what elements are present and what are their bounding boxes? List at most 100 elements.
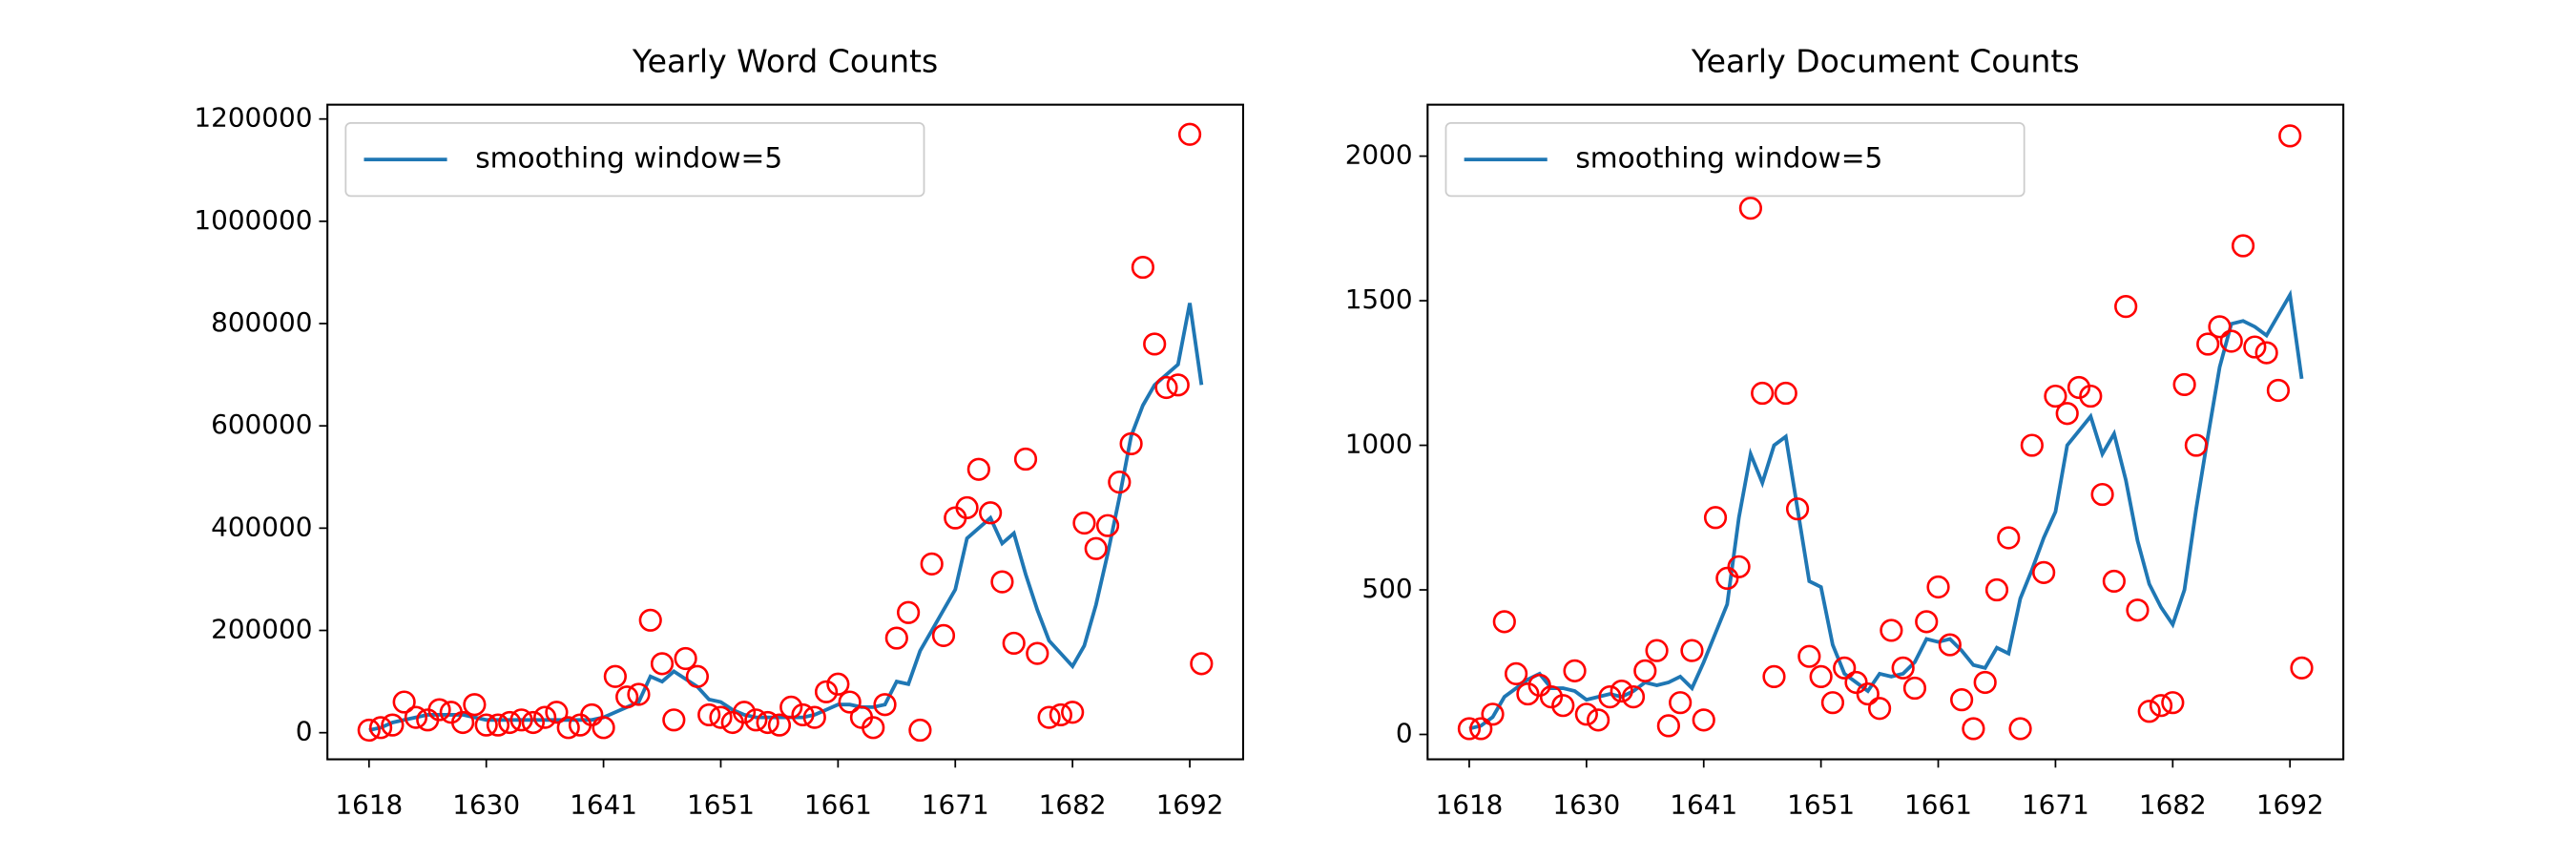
y-tick-label: 600000 [211, 409, 312, 440]
data-point [908, 718, 932, 743]
axes-frame [326, 103, 1245, 761]
data-point [2067, 375, 2091, 400]
data-point [2044, 384, 2067, 409]
data-point [896, 600, 921, 624]
data-point [1481, 702, 1505, 726]
data-point [931, 623, 956, 647]
data-point [920, 552, 944, 576]
x-tick-label: 1651 [1787, 788, 1855, 820]
data-point [1669, 691, 1693, 715]
y-tick-label: 200000 [211, 614, 312, 645]
x-tick-label: 1682 [1039, 788, 1107, 820]
data-point [1797, 644, 1821, 668]
data-point [814, 680, 839, 703]
data-point [1833, 656, 1857, 680]
x-tick-label: 1671 [922, 788, 989, 820]
x-tick-label: 1630 [1552, 788, 1620, 820]
data-point [1061, 701, 1085, 724]
data-point [2055, 402, 2079, 426]
data-point [650, 652, 675, 676]
data-point [1997, 526, 2021, 550]
data-point [955, 495, 979, 520]
data-point [1551, 694, 1575, 718]
data-point [592, 716, 615, 740]
data-point [756, 710, 779, 735]
data-point [1902, 676, 1927, 701]
x-tick-label: 1682 [2139, 788, 2207, 820]
data-point [2290, 656, 2314, 680]
y-tick-label: 1200000 [194, 102, 312, 134]
data-point [1727, 555, 1751, 578]
data-point [2126, 598, 2150, 622]
data-point [1095, 513, 1120, 537]
data-point [463, 693, 487, 717]
data-point [838, 690, 862, 714]
data-point [1037, 705, 1061, 729]
data-point [404, 705, 428, 729]
data-point [802, 705, 826, 729]
data-point [1190, 652, 1214, 676]
x-tick-label: 1641 [1670, 788, 1737, 820]
data-point [709, 705, 733, 729]
data-point [1084, 536, 1108, 560]
data-point [966, 457, 990, 481]
x-tick-label: 1618 [335, 788, 403, 820]
data-point [1820, 691, 1845, 715]
data-point [674, 646, 697, 671]
data-point [1762, 664, 1786, 689]
data-point [1751, 381, 1775, 406]
data-point [1962, 717, 1985, 741]
y-tick-label: 400000 [211, 511, 312, 542]
data-point [2278, 124, 2302, 148]
data-point [1072, 511, 1096, 535]
data-point [767, 713, 792, 737]
data-point [2137, 700, 2161, 723]
data-point [884, 626, 908, 650]
data-point [357, 718, 381, 743]
data-point [2172, 372, 2196, 397]
data-point [1785, 497, 1810, 521]
data-point [1539, 685, 1564, 709]
data-point [1680, 639, 1704, 662]
data-point [2090, 482, 2114, 507]
data-point [1774, 381, 1797, 406]
data-point [1633, 659, 1657, 682]
data-point [1856, 681, 1880, 706]
y-tick-label: 2000 [1345, 139, 1413, 171]
data-point [2079, 384, 2103, 409]
data-point [2008, 717, 2032, 741]
data-point [2243, 335, 2267, 359]
data-point [1950, 688, 1974, 712]
data-point [779, 695, 803, 719]
data-point [990, 570, 1014, 594]
data-point [1026, 641, 1049, 665]
legend-box [344, 121, 925, 198]
data-point [2149, 694, 2173, 718]
data-point [1645, 639, 1669, 662]
data-point [2184, 433, 2209, 457]
data-point [2254, 341, 2278, 365]
y-tick-label: 500 [1361, 573, 1412, 604]
data-point [2102, 569, 2126, 594]
data-point [697, 702, 721, 727]
data-point [1938, 633, 1962, 657]
data-point [1621, 685, 1646, 709]
y-tick-label: 800000 [211, 306, 312, 338]
data-point [1143, 332, 1167, 356]
legend-label: smoothing window=5 [1575, 142, 1882, 175]
data-point [2161, 691, 2185, 715]
data-point [1049, 702, 1072, 727]
y-tick-label: 0 [296, 716, 313, 747]
data-point [1891, 656, 1915, 680]
y-tick-label: 1000000 [194, 204, 312, 236]
data-point [1610, 679, 1633, 703]
data-point [638, 608, 662, 632]
data-point [1013, 447, 1038, 471]
data-point [381, 713, 405, 737]
x-tick-label: 1630 [452, 788, 520, 820]
x-tick-label: 1618 [1435, 788, 1503, 820]
data-point [862, 716, 885, 740]
y-tick-label: 1000 [1345, 429, 1413, 460]
data-point [1002, 631, 1026, 656]
data-point [1574, 702, 1598, 726]
